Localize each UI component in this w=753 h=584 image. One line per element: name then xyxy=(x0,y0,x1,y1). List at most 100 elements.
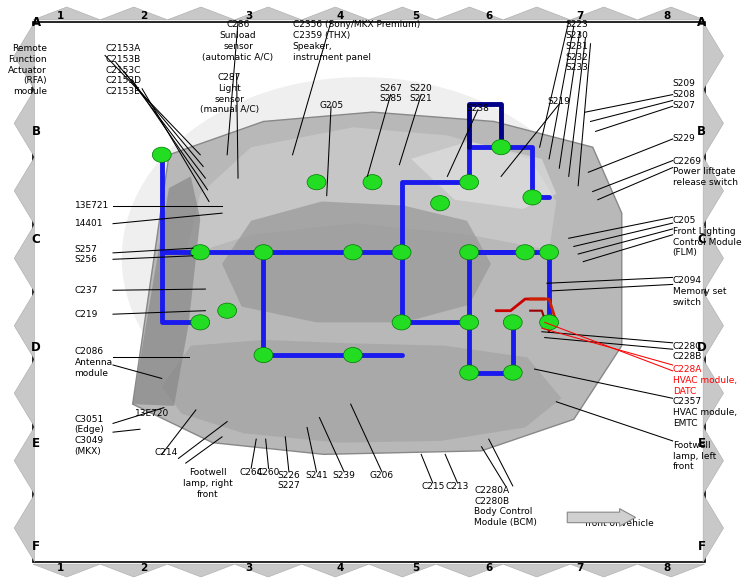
Ellipse shape xyxy=(122,77,602,439)
Circle shape xyxy=(191,315,209,330)
Text: Footwell
lamp, left
front: Footwell lamp, left front xyxy=(672,441,716,471)
Polygon shape xyxy=(100,564,167,577)
Circle shape xyxy=(343,245,362,260)
Text: E: E xyxy=(698,437,706,450)
Text: 13E721: 13E721 xyxy=(75,201,108,210)
Polygon shape xyxy=(14,225,35,292)
Text: S241: S241 xyxy=(305,471,328,479)
Circle shape xyxy=(459,245,479,260)
Polygon shape xyxy=(703,90,724,157)
Circle shape xyxy=(307,175,326,190)
Polygon shape xyxy=(234,7,302,20)
Polygon shape xyxy=(167,7,234,20)
Polygon shape xyxy=(162,340,562,443)
Text: 6: 6 xyxy=(485,11,492,21)
Text: 1: 1 xyxy=(56,11,63,21)
Polygon shape xyxy=(436,7,503,20)
Text: D: D xyxy=(697,341,706,354)
Text: S267
S285: S267 S285 xyxy=(380,84,402,103)
Text: C264: C264 xyxy=(239,468,263,477)
Text: 4: 4 xyxy=(336,11,343,21)
Polygon shape xyxy=(638,564,705,577)
Polygon shape xyxy=(369,7,436,20)
Text: front of vehicle: front of vehicle xyxy=(585,519,654,527)
Circle shape xyxy=(540,315,559,330)
Circle shape xyxy=(523,190,542,205)
Polygon shape xyxy=(570,7,638,20)
Circle shape xyxy=(152,147,171,162)
Circle shape xyxy=(392,245,411,260)
Polygon shape xyxy=(14,157,35,225)
Text: B: B xyxy=(32,125,41,138)
Text: C2357
HVAC module,
EMTC: C2357 HVAC module, EMTC xyxy=(672,397,736,427)
Text: C3051
(Edge)
C3049
(MKX): C3051 (Edge) C3049 (MKX) xyxy=(75,415,104,456)
Text: F: F xyxy=(32,540,40,552)
Polygon shape xyxy=(14,22,35,90)
Text: 6: 6 xyxy=(485,563,492,573)
Circle shape xyxy=(218,303,236,318)
Polygon shape xyxy=(167,564,234,577)
Text: 8: 8 xyxy=(663,563,670,573)
Polygon shape xyxy=(703,157,724,225)
Text: Footwell
lamp, right
front: Footwell lamp, right front xyxy=(183,468,233,499)
Polygon shape xyxy=(703,22,724,90)
Polygon shape xyxy=(222,201,491,322)
Text: S238: S238 xyxy=(466,103,489,113)
Text: D: D xyxy=(31,341,41,354)
Text: C228C
C228B: C228C C228B xyxy=(672,342,702,361)
Text: F: F xyxy=(698,540,706,552)
Text: B: B xyxy=(697,125,706,138)
Polygon shape xyxy=(133,176,200,406)
Text: C228A
HVAC module,
DATC: C228A HVAC module, DATC xyxy=(672,365,736,395)
Text: 1: 1 xyxy=(56,563,63,573)
Polygon shape xyxy=(14,292,35,360)
Text: C237: C237 xyxy=(75,286,98,295)
Text: 3: 3 xyxy=(245,11,252,21)
Text: S220
S221: S220 S221 xyxy=(410,84,432,103)
Text: C213: C213 xyxy=(446,482,469,491)
Text: 14401: 14401 xyxy=(75,219,103,228)
Circle shape xyxy=(431,196,450,211)
Polygon shape xyxy=(302,564,369,577)
Text: C286
Sunload
sensor
(automatic A/C): C286 Sunload sensor (automatic A/C) xyxy=(203,20,273,62)
Text: S223
S230
S231
S232
S233: S223 S230 S231 S232 S233 xyxy=(565,20,588,72)
Polygon shape xyxy=(14,360,35,427)
Text: C260: C260 xyxy=(257,468,280,477)
Circle shape xyxy=(459,315,479,330)
Text: E: E xyxy=(32,437,40,450)
Polygon shape xyxy=(234,564,302,577)
Polygon shape xyxy=(436,564,503,577)
Polygon shape xyxy=(14,427,35,494)
Circle shape xyxy=(254,347,273,363)
Text: S226
S227: S226 S227 xyxy=(278,471,300,491)
Circle shape xyxy=(392,315,411,330)
Circle shape xyxy=(459,365,479,380)
Text: A: A xyxy=(32,16,41,29)
Text: C215: C215 xyxy=(421,482,444,491)
Text: S229: S229 xyxy=(672,134,695,144)
Text: 8: 8 xyxy=(663,11,670,21)
Polygon shape xyxy=(100,7,167,20)
Polygon shape xyxy=(503,7,570,20)
Polygon shape xyxy=(703,292,724,360)
Polygon shape xyxy=(638,7,705,20)
Text: C214: C214 xyxy=(154,448,178,457)
Polygon shape xyxy=(411,141,556,209)
Text: 7: 7 xyxy=(576,563,584,573)
Polygon shape xyxy=(570,564,638,577)
Text: C2086
Antenna
module: C2086 Antenna module xyxy=(75,347,113,378)
Polygon shape xyxy=(186,127,556,256)
Circle shape xyxy=(540,245,559,260)
Text: C2269
Power liftgate
release switch: C2269 Power liftgate release switch xyxy=(672,157,738,187)
Text: 5: 5 xyxy=(413,11,419,21)
Polygon shape xyxy=(703,225,724,292)
Circle shape xyxy=(492,140,511,155)
Text: Remote
Function
Actuator
(RFA)
module: Remote Function Actuator (RFA) module xyxy=(8,44,47,96)
Circle shape xyxy=(254,245,273,260)
Text: S209
S208
S207: S209 S208 S207 xyxy=(672,79,696,110)
Polygon shape xyxy=(703,494,724,562)
Text: C2153A
C2153B
C2153C
C2153D
C2153E: C2153A C2153B C2153C C2153D C2153E xyxy=(105,44,142,96)
Text: 13E720: 13E720 xyxy=(135,409,169,418)
Text: G206: G206 xyxy=(370,471,394,479)
Circle shape xyxy=(503,315,522,330)
